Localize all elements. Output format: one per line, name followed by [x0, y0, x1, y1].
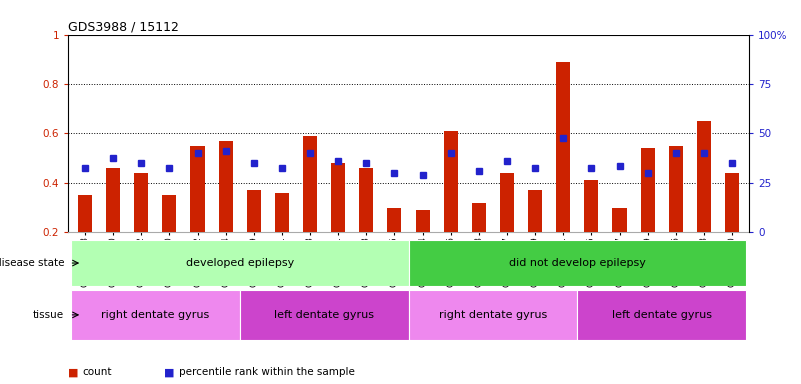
Text: tissue: tissue: [33, 310, 64, 320]
Text: left dentate gyrus: left dentate gyrus: [274, 310, 374, 320]
Text: GDS3988 / 15112: GDS3988 / 15112: [68, 20, 179, 33]
Bar: [641, 148, 654, 232]
Bar: [613, 208, 626, 232]
Bar: [528, 190, 542, 232]
Bar: [409, 290, 578, 340]
Bar: [360, 168, 373, 232]
Text: ■: ■: [164, 367, 175, 377]
Bar: [135, 173, 148, 232]
Bar: [669, 146, 682, 232]
Bar: [106, 168, 120, 232]
Bar: [444, 131, 457, 232]
Bar: [247, 190, 261, 232]
Text: left dentate gyrus: left dentate gyrus: [612, 310, 712, 320]
Bar: [585, 180, 598, 232]
Bar: [275, 193, 289, 232]
Bar: [71, 290, 239, 340]
Text: developed epilepsy: developed epilepsy: [186, 258, 294, 268]
Bar: [163, 195, 176, 232]
Bar: [409, 240, 746, 286]
Text: percentile rank within the sample: percentile rank within the sample: [179, 367, 355, 377]
Bar: [191, 146, 204, 232]
Text: did not develop epilepsy: did not develop epilepsy: [509, 258, 646, 268]
Text: right dentate gyrus: right dentate gyrus: [439, 310, 547, 320]
Bar: [331, 163, 345, 232]
Bar: [303, 136, 317, 232]
Text: right dentate gyrus: right dentate gyrus: [101, 310, 209, 320]
Bar: [472, 203, 486, 232]
Text: count: count: [83, 367, 112, 377]
Bar: [578, 290, 746, 340]
Bar: [78, 195, 92, 232]
Bar: [416, 210, 429, 232]
Bar: [388, 208, 401, 232]
Text: ■: ■: [68, 367, 78, 377]
Bar: [697, 121, 711, 232]
Bar: [725, 173, 739, 232]
Bar: [71, 240, 409, 286]
Bar: [239, 290, 409, 340]
Text: disease state: disease state: [0, 258, 64, 268]
Bar: [219, 141, 232, 232]
Bar: [500, 173, 514, 232]
Bar: [556, 62, 570, 232]
